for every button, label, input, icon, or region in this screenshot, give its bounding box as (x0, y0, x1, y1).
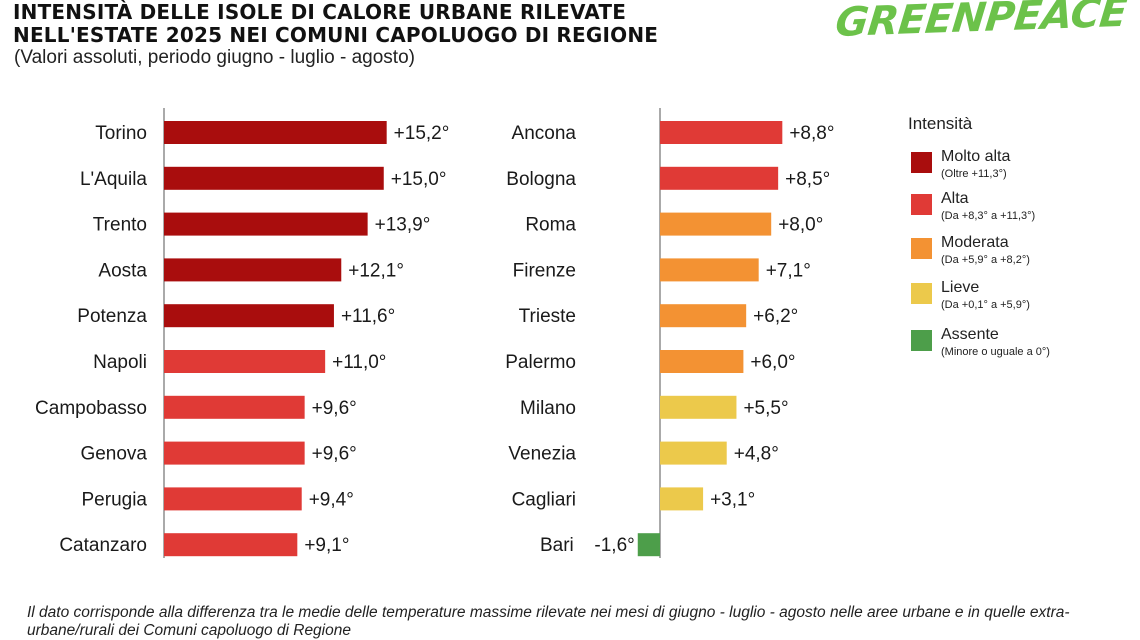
category-label: Torino (95, 123, 147, 144)
category-label: Napoli (93, 352, 147, 373)
value-label: +12,1° (348, 260, 404, 281)
value-label: +4,8° (734, 444, 779, 465)
category-label: L'Aquila (80, 169, 147, 190)
value-label: +15,0° (391, 169, 447, 190)
category-label: Ancona (512, 123, 577, 144)
value-label: +7,1° (766, 260, 811, 281)
legend-range-molto-alta: (Oltre +11,3°) (941, 168, 1007, 180)
legend-swatch-assente (911, 330, 932, 351)
category-label: Trento (93, 215, 147, 236)
bar-palermo (660, 350, 744, 373)
bar-napoli (164, 350, 326, 373)
chart-subtitle: (Valori assoluti, periodo giugno - lugli… (14, 47, 415, 68)
legend-label-alta: Alta (941, 190, 969, 207)
value-label: +13,9° (375, 215, 431, 236)
category-label: Perugia (82, 489, 148, 510)
category-label: Bari (540, 535, 574, 556)
value-label: +11,0° (332, 352, 386, 373)
category-label: Campobasso (35, 398, 147, 419)
value-label: -1,6° (594, 535, 634, 556)
bar-bologna (660, 166, 779, 190)
category-label: Potenza (77, 306, 147, 327)
value-label: +9,4° (309, 489, 354, 510)
bar-perugia (164, 487, 302, 511)
legend-item-assente: Assente (Minore o uguale a 0°) (908, 326, 1128, 366)
bar-campobasso (164, 395, 305, 419)
legend-range-lieve: (Da +0,1° a +5,9°) (941, 299, 1030, 311)
value-label: +8,5° (785, 169, 830, 190)
legend-swatch-moderata (911, 238, 932, 259)
legend-range-assente: (Minore o uguale a 0°) (941, 346, 1050, 358)
bar-cagliari (660, 487, 704, 511)
value-label: +9,6° (312, 398, 357, 419)
bar-potenza (164, 304, 334, 328)
value-label: +9,6° (312, 444, 357, 465)
legend-range-moderata: (Da +5,9° a +8,2°) (941, 254, 1030, 266)
category-label: Firenze (513, 260, 576, 281)
legend-item-moderata: Moderata (Da +5,9° a +8,2°) (908, 234, 1128, 274)
value-label: +15,2° (394, 123, 450, 144)
legend-title: Intensità (908, 114, 973, 133)
footnote: Il dato corrisponde alla differenza tra … (27, 604, 1070, 639)
value-label: +6,2° (753, 306, 798, 327)
category-label: Roma (525, 215, 576, 236)
value-label: +5,5° (743, 398, 788, 419)
value-label: +11,6° (341, 306, 395, 327)
bar-genova (164, 441, 305, 465)
bar-aosta (164, 258, 342, 282)
legend-item-lieve: Lieve (Da +0,1° a +5,9°) (908, 279, 1128, 319)
value-label: +9,1° (304, 535, 349, 556)
bar-trieste (660, 304, 747, 328)
value-label: +3,1° (710, 489, 755, 510)
bar-milano (660, 395, 737, 419)
value-label: +8,0° (778, 215, 823, 236)
category-label: Milano (520, 398, 576, 419)
bar-torino (164, 121, 387, 144)
category-label: Bologna (506, 169, 576, 190)
legend-label-lieve: Lieve (941, 279, 980, 296)
legend-label-molto-alta: Molto alta (941, 148, 1011, 165)
legend-swatch-lieve (911, 283, 932, 304)
bar-catanzaro (164, 533, 298, 557)
value-label: +8,8° (789, 123, 834, 144)
bar-laquila (164, 166, 384, 190)
legend-label-moderata: Moderata (941, 234, 1009, 251)
legend-swatch-alta (911, 194, 932, 215)
category-label: Genova (80, 444, 147, 465)
legend-swatch-molto-alta (911, 152, 932, 173)
category-label: Aosta (98, 260, 147, 281)
legend-item-molto-alta: Molto alta (Oltre +11,3°) (908, 148, 1128, 188)
bar-roma (660, 212, 772, 236)
legend-range-alta: (Da +8,3° a +11,3°) (941, 210, 1036, 222)
bar-bari (637, 533, 660, 557)
category-label: Venezia (508, 444, 576, 465)
bar-trento (164, 212, 368, 236)
bar-firenze (660, 258, 759, 282)
category-label: Trieste (519, 306, 576, 327)
legend-item-alta: Alta (Da +8,3° a +11,3°) (908, 190, 1128, 230)
category-label: Catanzaro (59, 535, 147, 556)
value-label: +6,0° (750, 352, 795, 373)
chart-title-line-1: INTENSITÀ DELLE ISOLE DI CALORE URBANE R… (13, 0, 627, 24)
bar-venezia (660, 441, 727, 465)
bar-ancona (660, 121, 783, 144)
chart-title-line-2: NELL'ESTATE 2025 NEI COMUNI CAPOLUOGO DI… (13, 23, 659, 47)
category-label: Cagliari (512, 489, 576, 510)
legend-label-assente: Assente (941, 326, 999, 343)
category-label: Palermo (505, 352, 576, 373)
